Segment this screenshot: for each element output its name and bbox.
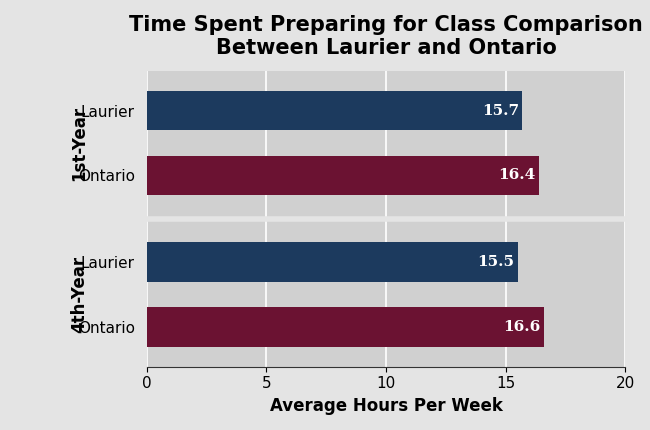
Text: 15.5: 15.5 (477, 255, 514, 269)
Text: 1st-Year: 1st-Year (70, 105, 88, 181)
Text: 4th-Year: 4th-Year (70, 256, 88, 333)
Bar (146, 242, 517, 282)
Bar (146, 91, 523, 130)
Text: 16.6: 16.6 (503, 320, 540, 334)
Bar (146, 156, 540, 195)
Text: 16.4: 16.4 (499, 169, 536, 182)
X-axis label: Average Hours Per Week: Average Hours Per Week (270, 397, 502, 415)
Title: Time Spent Preparing for Class Comparison
Between Laurier and Ontario: Time Spent Preparing for Class Compariso… (129, 15, 643, 58)
Text: 15.7: 15.7 (482, 104, 519, 117)
Bar (146, 307, 544, 347)
